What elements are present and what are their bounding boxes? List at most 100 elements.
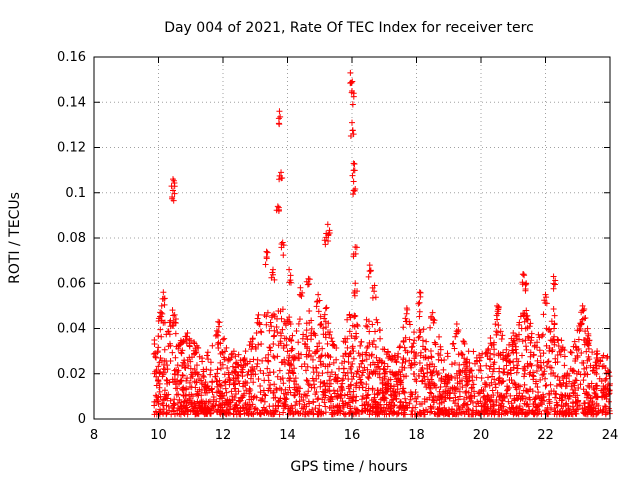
roti-point — [463, 382, 470, 389]
roti-point — [164, 377, 171, 384]
roti-point — [580, 377, 587, 384]
roti-point — [563, 382, 570, 389]
roti-point — [229, 363, 236, 370]
roti-point — [175, 391, 182, 398]
roti-point — [383, 388, 390, 395]
roti-point — [174, 377, 181, 384]
roti-point — [428, 376, 435, 383]
roti-point — [501, 369, 508, 376]
roti-point — [491, 351, 498, 358]
roti-point — [370, 337, 377, 344]
roti-point — [283, 342, 290, 349]
roti-point — [156, 370, 163, 377]
y-tick-label: 0.1 — [65, 186, 86, 201]
roti-point — [602, 403, 609, 410]
roti-point — [600, 407, 607, 414]
roti-point — [579, 316, 586, 323]
y-tick-label: 0.12 — [57, 141, 86, 156]
roti-point — [507, 359, 514, 366]
roti-point — [448, 361, 455, 368]
roti-point — [358, 372, 365, 379]
roti-point — [456, 393, 463, 400]
roti-point — [191, 399, 198, 406]
roti-point — [546, 400, 553, 407]
roti-point — [158, 302, 165, 309]
roti-point — [359, 384, 366, 391]
roti-point — [174, 385, 181, 392]
roti-point — [452, 333, 459, 340]
roti-point — [363, 395, 370, 402]
roti-point — [437, 352, 444, 359]
roti-point — [216, 319, 223, 326]
roti-point — [310, 399, 317, 406]
roti-point — [155, 344, 162, 351]
roti-point — [346, 389, 353, 396]
roti-point — [349, 172, 356, 179]
roti-point — [258, 340, 265, 347]
roti-point — [187, 383, 194, 390]
roti-point — [486, 397, 493, 404]
roti-point — [168, 183, 175, 190]
roti-point — [314, 343, 321, 350]
roti-point — [431, 317, 438, 324]
roti-point — [264, 249, 271, 256]
roti-point — [250, 379, 257, 386]
roti-point — [425, 355, 432, 362]
roti-point — [398, 404, 405, 411]
roti-point — [180, 338, 187, 345]
roti-point — [276, 121, 283, 128]
roti-point — [543, 300, 550, 307]
roti-point — [563, 409, 570, 416]
roti-point — [159, 400, 166, 407]
roti-point — [184, 407, 191, 414]
roti-point — [277, 113, 284, 120]
roti-point — [179, 372, 186, 379]
roti-point — [231, 380, 238, 387]
roti-point — [230, 348, 237, 355]
x-tick-label: 12 — [215, 428, 232, 443]
roti-point — [250, 356, 257, 363]
roti-point — [365, 391, 372, 398]
roti-point — [221, 371, 228, 378]
roti-point — [400, 385, 407, 392]
roti-point — [593, 385, 600, 392]
roti-point — [215, 318, 222, 325]
roti-point — [217, 365, 224, 372]
roti-point — [267, 381, 274, 388]
roti-point — [364, 344, 371, 351]
roti-point — [369, 284, 376, 291]
roti-point — [506, 341, 513, 348]
roti-point — [489, 387, 496, 394]
roti-point — [323, 304, 330, 311]
roti-point — [354, 407, 361, 414]
roti-point — [517, 383, 524, 390]
roti-point — [315, 291, 322, 298]
roti-point — [353, 244, 360, 251]
x-tick-label: 10 — [150, 428, 167, 443]
roti-point — [583, 389, 590, 396]
roti-point — [406, 357, 413, 364]
roti-point — [536, 402, 543, 409]
roti-point — [397, 398, 404, 405]
roti-point — [273, 324, 280, 331]
axes: 8 10 12 14 16 18 20 22 24 0 0.02 0.04 0.06 0.08 0.1 0.1… — [57, 50, 618, 443]
roti-point — [401, 411, 408, 418]
roti-point — [327, 380, 334, 387]
roti-point — [352, 185, 359, 192]
roti-point — [317, 358, 324, 365]
roti-point — [193, 362, 200, 369]
roti-point — [260, 370, 267, 377]
roti-point — [265, 387, 272, 394]
roti-point — [416, 333, 423, 340]
roti-point — [492, 381, 499, 388]
roti-point — [372, 368, 379, 375]
roti-point — [495, 352, 502, 359]
roti-point — [446, 395, 453, 402]
roti-point — [506, 404, 513, 411]
roti-point — [451, 345, 458, 352]
roti-point — [416, 360, 423, 367]
roti-point — [389, 387, 396, 394]
roti-point — [171, 370, 178, 377]
roti-point — [536, 347, 543, 354]
